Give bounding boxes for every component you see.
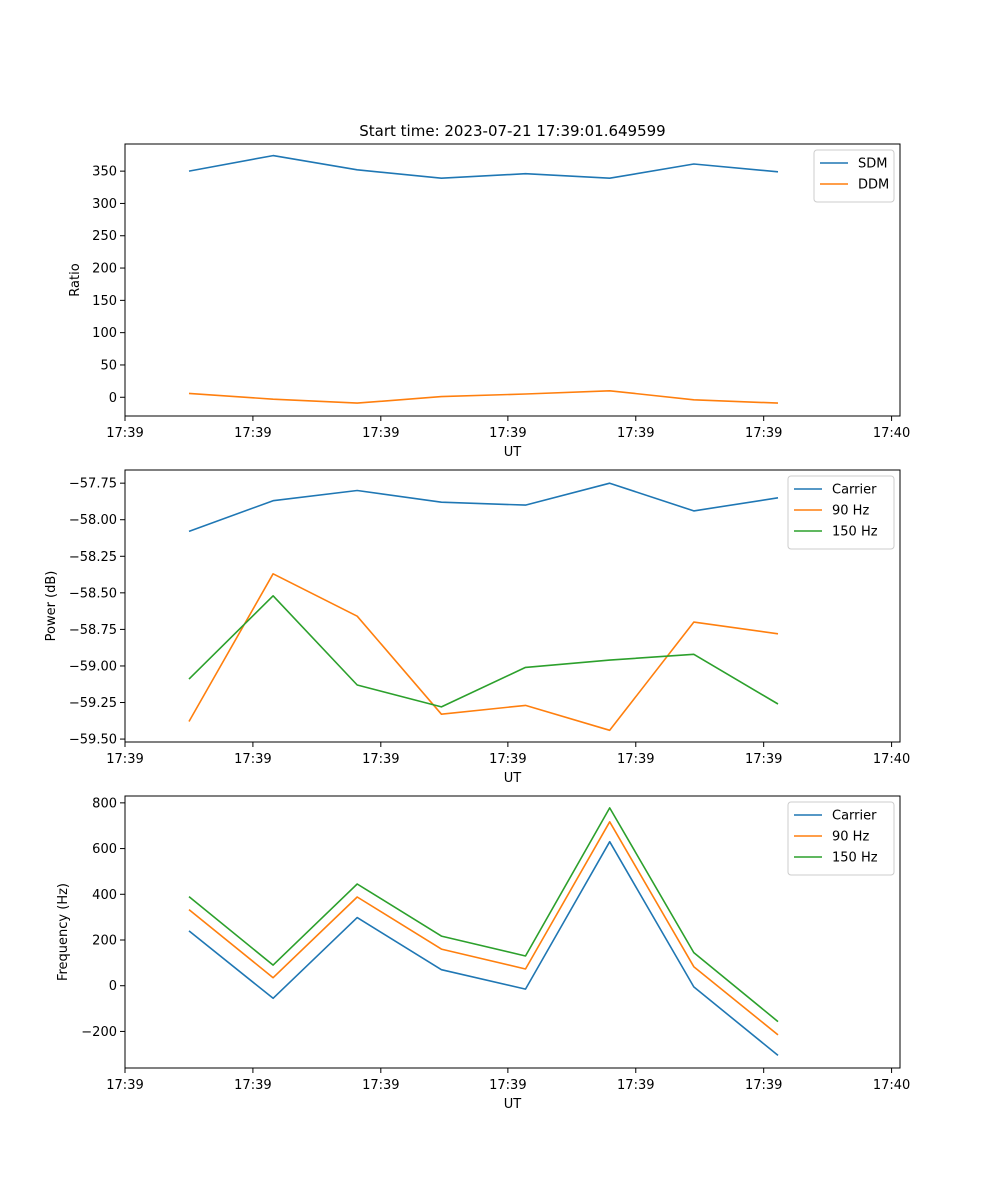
frequency-panel: 17:39 17:39 17:39 17:39 17:39 17:39 17:40 −200 0… xyxy=(56,795,910,1112)
x-tick-label: 17:39 xyxy=(745,1078,782,1093)
y-tick-label: −57.75 xyxy=(69,477,117,492)
x-tick-label: 17:39 xyxy=(106,1078,143,1093)
axes-frame xyxy=(124,469,901,743)
x-tick-label: 17:39 xyxy=(617,426,654,441)
ratio-panel: 17:39 17:39 17:39 17:39 17:39 17:39 17:40 0 50 10… xyxy=(68,143,910,460)
y-tick-label: 800 xyxy=(92,796,117,811)
x-tick-label: 17:39 xyxy=(234,426,271,441)
x-tick-label: 17:39 xyxy=(745,426,782,441)
y-tick-label: 350 xyxy=(92,165,117,180)
y-tick-label: 150 xyxy=(92,294,117,309)
axes-frame xyxy=(124,143,901,417)
x-tick-label: 17:39 xyxy=(362,752,399,767)
x-axis-label: UT xyxy=(504,445,522,460)
y-axis-label: Ratio xyxy=(68,263,83,296)
x-tick-label: 17:39 xyxy=(106,752,143,767)
legend-label: Carrier xyxy=(832,809,877,824)
y-tick-label: 200 xyxy=(92,934,117,949)
y-tick-label: −200 xyxy=(81,1025,117,1040)
power-panel: 17:39 17:39 17:39 17:39 17:39 17:39 17:40 −59.5… xyxy=(44,469,910,786)
x-axis-label: UT xyxy=(504,771,522,786)
y-tick-label: 0 xyxy=(109,979,117,994)
x-tick-label: 17:39 xyxy=(362,426,399,441)
y-tick-label: 50 xyxy=(100,358,117,373)
axes-frame xyxy=(124,795,901,1069)
y-tick-label: −58.00 xyxy=(69,513,117,528)
x-tick-label: 17:39 xyxy=(234,752,271,767)
series-line-90-hz xyxy=(188,820,779,1036)
legend-label: 150 Hz xyxy=(832,525,878,540)
y-tick-label: −59.00 xyxy=(69,659,117,674)
x-axis-label: UT xyxy=(504,1097,522,1112)
legend: Carrier 90 Hz 150 Hz xyxy=(787,801,895,876)
y-tick-label: 400 xyxy=(92,888,117,903)
series-line-sdm xyxy=(188,154,779,179)
x-tick-label: 17:40 xyxy=(873,1078,910,1093)
legend-label: DDM xyxy=(858,178,889,193)
legend-label: 150 Hz xyxy=(832,851,878,866)
x-tick-label: 17:39 xyxy=(617,752,654,767)
series-line-90-hz xyxy=(188,572,779,732)
legend-label: 90 Hz xyxy=(832,830,869,845)
x-tick-label: 17:39 xyxy=(489,1078,526,1093)
x-tick-label: 17:39 xyxy=(234,1078,271,1093)
y-tick-label: 600 xyxy=(92,842,117,857)
legend-label: 90 Hz xyxy=(832,504,869,519)
series-line-ddm xyxy=(188,389,779,404)
y-tick-label: 0 xyxy=(109,391,117,406)
x-tick-label: 17:39 xyxy=(362,1078,399,1093)
y-tick-label: −58.25 xyxy=(69,550,117,565)
x-tick-label: 17:39 xyxy=(617,1078,654,1093)
y-tick-label: 100 xyxy=(92,326,117,341)
y-axis-label: Frequency (Hz) xyxy=(56,883,71,981)
x-tick-label: 17:39 xyxy=(106,426,143,441)
x-tick-label: 17:39 xyxy=(489,426,526,441)
series-line-150-hz xyxy=(188,807,779,1023)
x-tick-label: 17:39 xyxy=(745,752,782,767)
series-line-carrier xyxy=(188,840,779,1057)
x-tick-label: 17:40 xyxy=(873,752,910,767)
y-tick-label: −58.75 xyxy=(69,623,117,638)
y-tick-label: −59.50 xyxy=(69,733,117,748)
y-axis-label: Power (dB) xyxy=(44,571,59,642)
y-tick-label: −59.25 xyxy=(69,696,117,711)
legend: SDM DDM xyxy=(813,149,895,203)
x-tick-label: 17:39 xyxy=(489,752,526,767)
x-tick-label: 17:40 xyxy=(873,426,910,441)
legend: Carrier 90 Hz 150 Hz xyxy=(787,475,895,550)
y-tick-label: 250 xyxy=(92,229,117,244)
y-tick-label: −58.50 xyxy=(69,586,117,601)
legend-label: SDM xyxy=(858,157,887,172)
legend-label: Carrier xyxy=(832,483,877,498)
y-tick-label: 200 xyxy=(92,262,117,277)
series-line-carrier xyxy=(188,482,779,533)
figure-title: Start time: 2023-07-21 17:39:01.649599 xyxy=(359,122,665,140)
series-line-150-hz xyxy=(188,594,779,708)
y-tick-label: 300 xyxy=(92,197,117,212)
